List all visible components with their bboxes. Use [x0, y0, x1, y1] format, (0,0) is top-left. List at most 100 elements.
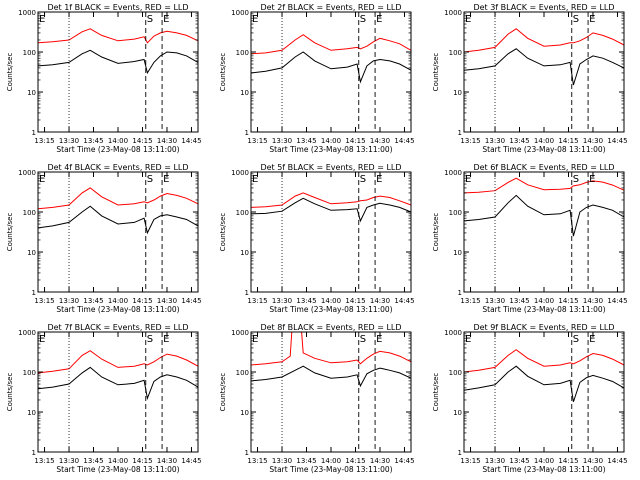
x-tick-label: 14:30	[370, 457, 390, 465]
y-tick-label: 1	[458, 129, 462, 137]
x-tick-label: 13:45	[296, 457, 316, 465]
y-tick-label: 1000	[231, 329, 249, 337]
x-tick-label: 13:30	[59, 137, 79, 145]
x-tick-label: 14:45	[394, 297, 414, 305]
x-tick-label: 14:45	[394, 137, 414, 145]
x-tick-label: 13:15	[34, 137, 54, 145]
plot-frame	[37, 171, 199, 293]
y-tick-label: 100	[449, 209, 462, 217]
series-line-events	[463, 365, 625, 402]
x-tick-label: 14:15	[132, 457, 152, 465]
x-tick-label: 14:15	[558, 457, 578, 465]
series-line-lld	[37, 350, 199, 374]
panel-title: Det 8f BLACK = Events, RED = LLD	[260, 323, 401, 332]
marker-label: E	[39, 334, 45, 345]
y-tick-label: 10	[240, 249, 249, 257]
y-tick-label: 10	[27, 409, 36, 417]
y-tick-label: 1000	[231, 9, 249, 17]
series-line-events	[37, 49, 199, 75]
x-tick-label: 14:00	[321, 137, 341, 145]
x-tick-label: 13:30	[59, 457, 79, 465]
x-tick-label: 14:15	[132, 297, 152, 305]
y-tick-label: 100	[23, 369, 36, 377]
x-tick-label: 14:30	[370, 137, 390, 145]
panel-title: Det 4f BLACK = Events, RED = LLD	[47, 163, 188, 172]
y-tick-label: 10	[453, 89, 462, 97]
marker-label: S	[573, 334, 579, 345]
panel-title: Det 6f BLACK = Events, RED = LLD	[473, 163, 614, 172]
x-tick-label: 14:30	[370, 297, 390, 305]
x-tick-label: 14:00	[321, 297, 341, 305]
x-tick-label: 14:15	[132, 137, 152, 145]
x-tick-label: 14:00	[108, 457, 128, 465]
y-axis-title: Counts/sec	[219, 213, 227, 252]
x-tick-label: 14:45	[181, 457, 201, 465]
series-line-lld	[463, 177, 625, 194]
x-tick-label: 13:45	[509, 457, 529, 465]
y-axis-title: Counts/sec	[219, 53, 227, 92]
x-tick-label: 14:00	[108, 137, 128, 145]
x-tick-label: 14:00	[534, 457, 554, 465]
x-tick-label: 13:15	[34, 457, 54, 465]
plot-frame	[250, 331, 412, 453]
x-tick-label: 14:45	[607, 457, 627, 465]
panel-title: Det 3f BLACK = Events, RED = LLD	[473, 3, 614, 12]
x-axis-title: Start Time (23-May-08 13:11:00)	[482, 145, 605, 154]
series-line-lld	[37, 187, 199, 210]
x-tick-label: 13:15	[34, 297, 54, 305]
x-tick-label: 13:45	[509, 137, 529, 145]
marker-label: E	[376, 174, 382, 185]
marker-label: E	[465, 334, 471, 345]
series-line-events	[37, 366, 199, 401]
x-tick-label: 13:30	[272, 297, 292, 305]
x-tick-label: 14:00	[108, 297, 128, 305]
y-tick-label: 1	[32, 289, 36, 297]
plot-frame	[37, 11, 199, 133]
plot-frame	[250, 11, 412, 133]
y-axis-title: Counts/sec	[6, 373, 14, 412]
x-tick-label: 14:15	[345, 457, 365, 465]
y-tick-label: 10	[453, 249, 462, 257]
x-axis-title: Start Time (23-May-08 13:11:00)	[56, 305, 179, 314]
y-tick-label: 100	[23, 49, 36, 57]
marker-label: E	[465, 14, 471, 25]
y-tick-label: 10	[453, 409, 462, 417]
y-axis-title: Counts/sec	[432, 213, 440, 252]
y-tick-label: 1	[245, 129, 249, 137]
x-tick-label: 14:45	[181, 137, 201, 145]
y-tick-label: 1000	[444, 169, 462, 177]
marker-label: E	[163, 14, 169, 25]
y-axis-title: Counts/sec	[432, 53, 440, 92]
marker-label: S	[360, 174, 366, 185]
y-axis-title: Counts/sec	[6, 53, 14, 92]
panel-title: Det 7f BLACK = Events, RED = LLD	[47, 323, 188, 332]
y-axis-title: Counts/sec	[432, 373, 440, 412]
series-line-events	[463, 48, 625, 86]
panel-title: Det 9f BLACK = Events, RED = LLD	[473, 323, 614, 332]
series-line-lld	[250, 34, 412, 55]
x-tick-label: 13:15	[460, 137, 480, 145]
x-tick-label: 14:30	[157, 137, 177, 145]
x-tick-label: 14:30	[583, 457, 603, 465]
x-tick-label: 13:15	[247, 457, 267, 465]
x-tick-label: 14:45	[181, 297, 201, 305]
x-axis-title: Start Time (23-May-08 13:11:00)	[482, 305, 605, 314]
x-axis-title: Start Time (23-May-08 13:11:00)	[269, 305, 392, 314]
x-tick-label: 14:45	[607, 137, 627, 145]
x-tick-label: 13:45	[83, 297, 103, 305]
marker-label: S	[573, 174, 579, 185]
marker-label: S	[573, 14, 579, 25]
x-tick-label: 14:15	[345, 137, 365, 145]
marker-label: E	[252, 334, 258, 345]
marker-label: E	[376, 14, 382, 25]
x-tick-label: 14:30	[583, 297, 603, 305]
marker-label: E	[252, 14, 258, 25]
x-tick-label: 13:30	[485, 297, 505, 305]
x-tick-label: 13:15	[460, 457, 480, 465]
marker-label: E	[39, 14, 45, 25]
x-tick-label: 13:15	[247, 297, 267, 305]
